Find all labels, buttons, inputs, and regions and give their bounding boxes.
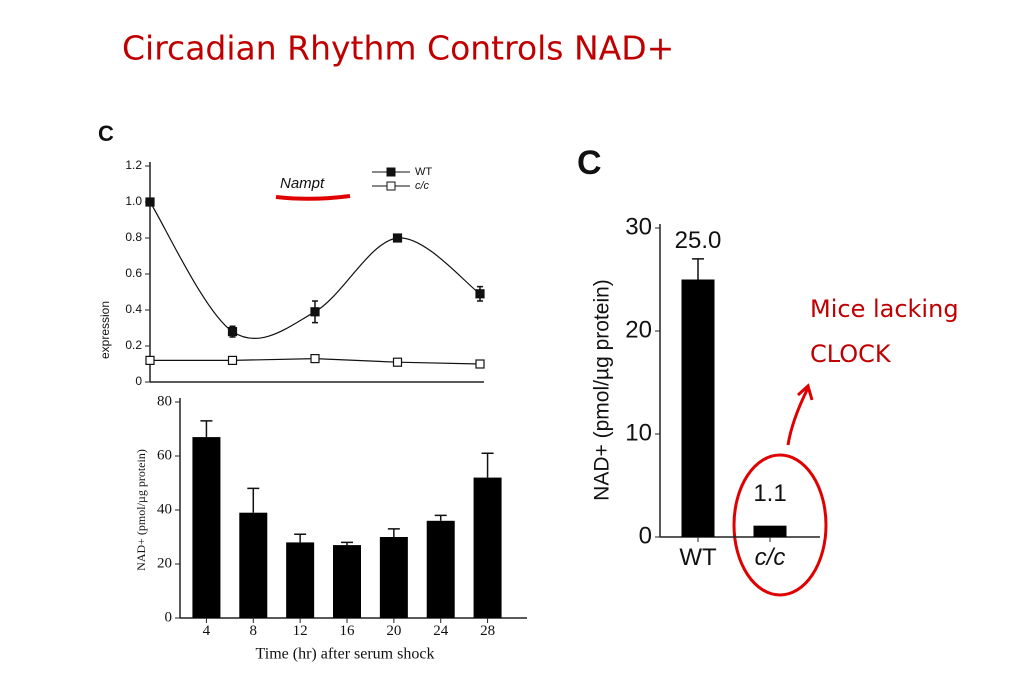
slide-title: Circadian Rhythm Controls NAD+ [122, 29, 674, 68]
point [392, 233, 403, 243]
y-tick-label: 30 [625, 213, 652, 240]
panel-label: C [98, 121, 114, 146]
bar [379, 537, 408, 618]
y-tick-label: 0.4 [125, 302, 142, 316]
y-tick-label: 0 [639, 522, 652, 549]
x-tick-label: 20 [386, 623, 401, 639]
bar [426, 520, 455, 618]
y-tick-label: 1.2 [125, 158, 142, 172]
error-bar [294, 533, 307, 543]
y-tick-label: 0 [135, 374, 142, 388]
annotation: Nampt [280, 175, 325, 192]
y-tick-label: 0.8 [125, 230, 142, 244]
highlight-circle [732, 453, 828, 597]
bar [473, 477, 502, 618]
y-tick-label: 60 [157, 447, 172, 463]
y-axis-label: NAD+ (pmol/µg protein) [591, 279, 614, 501]
y-tick-label: 0.2 [125, 338, 142, 352]
legend-label: WT [415, 166, 432, 178]
x-tick-label: 16 [340, 623, 356, 639]
point [145, 197, 155, 207]
x-tick-label: 4 [203, 623, 211, 639]
bar [192, 437, 221, 618]
x-tick-label: c/c [755, 544, 786, 571]
bar [681, 279, 715, 537]
bar [753, 525, 787, 537]
arrow [786, 383, 814, 446]
underline [275, 194, 351, 201]
value-label: 25.0 [675, 227, 722, 254]
point [310, 307, 320, 317]
y-tick-label: 10 [625, 419, 652, 446]
x-tick-label: 12 [293, 623, 308, 639]
bar [333, 545, 361, 618]
point [227, 327, 238, 337]
point [145, 355, 155, 365]
y-tick-label: 20 [157, 555, 172, 571]
y-tick-label: 40 [157, 501, 172, 517]
y-tick-label: 80 [157, 393, 172, 409]
x-tick-label: WT [679, 544, 717, 571]
error-bar [692, 258, 704, 280]
y-tick-label: 1.0 [125, 194, 142, 208]
bar [239, 512, 268, 618]
annotation: Mice lacking [810, 295, 959, 323]
x-tick-label: 24 [433, 623, 449, 639]
value-label: 1.1 [753, 480, 786, 507]
y-tick-label: 0.6 [125, 266, 142, 280]
bar [286, 542, 315, 618]
y-axis-label: NAD+ (pmol/µg protein) [134, 449, 148, 571]
x-axis-label: Time (hr) after serum shock [256, 646, 435, 663]
legend-label: c/c [415, 180, 430, 192]
y-tick-label: 0 [165, 609, 173, 625]
legend-marker [386, 167, 396, 177]
error-bar [200, 420, 213, 438]
point [475, 359, 485, 369]
y-axis-label: expression [98, 301, 112, 359]
x-tick-label: 28 [480, 623, 495, 639]
error-bar [481, 452, 494, 478]
error-bar [387, 528, 400, 537]
legend-marker [386, 181, 396, 191]
point [310, 354, 320, 364]
annotation: CLOCK [810, 340, 892, 368]
y-tick-label: 20 [625, 316, 652, 343]
x-tick-label: 8 [250, 623, 258, 639]
error-bar [341, 541, 353, 546]
error-bar [434, 514, 447, 521]
panel-label: C [577, 144, 602, 182]
point [227, 355, 238, 365]
point [392, 357, 403, 367]
error-bar [247, 487, 260, 513]
point [475, 289, 485, 299]
